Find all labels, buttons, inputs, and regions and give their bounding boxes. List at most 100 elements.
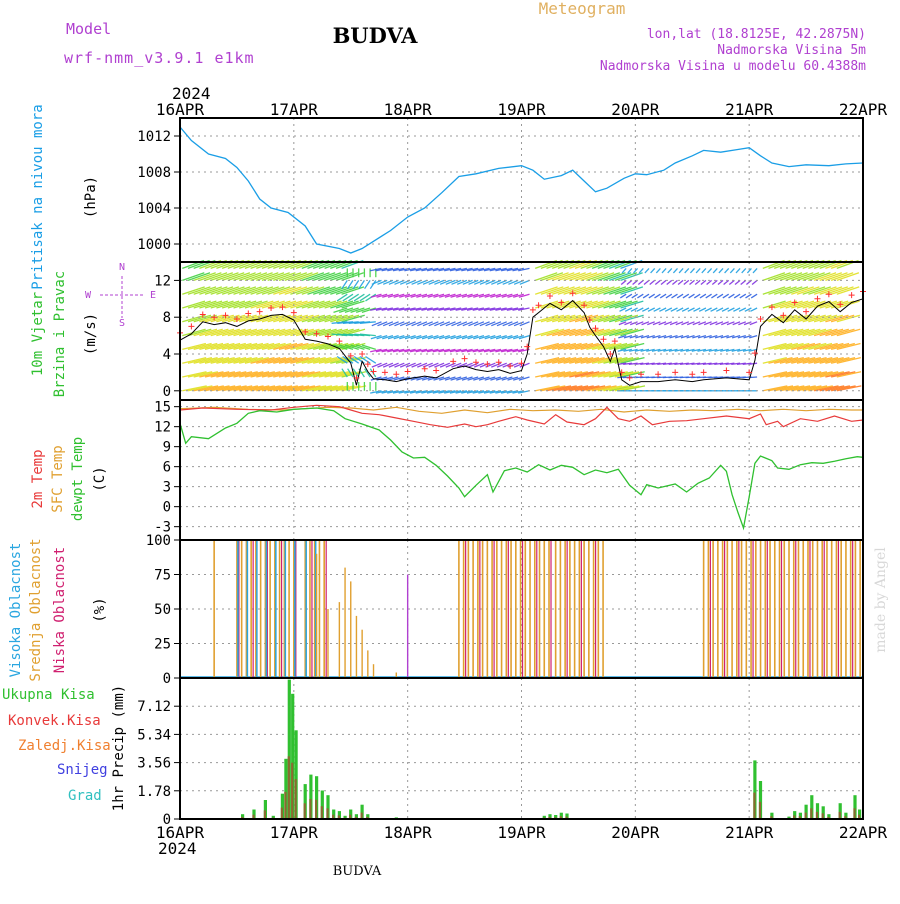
total-precip-bar — [354, 814, 358, 819]
wind-barb — [563, 314, 587, 323]
wind-barb — [779, 328, 804, 337]
wind-barb — [791, 286, 814, 295]
total-precip-bar — [548, 814, 552, 819]
wind-barb — [496, 362, 507, 368]
top-tick-20APR: 20APR — [611, 100, 660, 119]
wind-barb — [344, 344, 359, 351]
wind-barb — [722, 293, 730, 299]
wind-barb — [651, 348, 661, 352]
wind-barb — [680, 348, 689, 352]
wind-barb — [591, 356, 617, 364]
wind-barb — [501, 334, 513, 340]
wind-barb — [405, 362, 416, 368]
wind-barb — [318, 371, 344, 378]
wind-barb — [617, 362, 627, 366]
wind-barb — [399, 362, 411, 368]
wind-barb — [802, 300, 826, 309]
wind-barb — [193, 342, 218, 351]
wind-barb — [399, 334, 411, 340]
wind-barb — [620, 279, 627, 286]
wind-barb — [318, 385, 344, 392]
wind-barb — [813, 356, 839, 364]
wind-barb — [655, 267, 661, 274]
wind-barb — [813, 314, 838, 323]
wind-barb — [574, 342, 599, 351]
wind-barb — [748, 362, 758, 366]
wind-barb — [830, 272, 854, 282]
compass-south: S — [119, 318, 125, 329]
wind-barb — [551, 272, 575, 282]
wind-barb — [681, 307, 690, 312]
wind-label-2: Brzina i Pravac — [52, 271, 68, 397]
wind-barb — [438, 348, 450, 353]
wind-barb — [720, 348, 729, 352]
wind-barb — [261, 328, 286, 337]
wind-barb — [519, 321, 530, 327]
wind-barb — [353, 293, 365, 302]
wind-barb — [552, 371, 577, 378]
mid-cloud-label: Srednja Oblacnost — [28, 538, 44, 681]
wind-barb — [421, 334, 433, 340]
wind-barb — [187, 272, 211, 282]
wind-barb — [711, 293, 718, 299]
wind-barb — [586, 342, 611, 351]
wind-barb — [744, 307, 752, 312]
wind-barb — [261, 300, 285, 309]
wind-barb — [580, 385, 606, 392]
wind-barb — [267, 356, 292, 364]
wind-barb — [227, 356, 252, 364]
wind-barb — [388, 321, 399, 327]
wind-barb — [508, 321, 519, 327]
wind-barb — [813, 272, 837, 282]
model-name: wrf-nmm_v3.9.1 e1km — [64, 49, 255, 67]
wind-barb — [721, 307, 729, 312]
wind-barb — [301, 272, 325, 282]
precip-tick-label: 0 — [163, 812, 171, 828]
wind-barb — [774, 385, 799, 392]
wind-barb — [688, 293, 695, 299]
wind-barb — [439, 293, 450, 298]
wind-barb — [731, 334, 741, 339]
wind-barb — [261, 342, 286, 351]
wind-barb — [466, 307, 479, 311]
wind-barb — [540, 314, 565, 323]
wind-barb — [675, 334, 684, 339]
temp2m-label: 2m Temp — [30, 449, 46, 508]
wind-barb — [546, 342, 571, 351]
wind-barb — [495, 293, 507, 298]
wind-barb — [461, 348, 473, 353]
wind-barb — [278, 356, 304, 364]
wind-barb — [586, 286, 610, 295]
wind-barb — [409, 390, 422, 394]
wind-barb — [620, 272, 643, 282]
compass-west: W — [85, 290, 92, 301]
wind-barb — [697, 334, 707, 339]
temperature-tick-label: 6 — [163, 460, 171, 476]
wind-barb — [506, 348, 519, 353]
wind-barb — [557, 328, 582, 337]
wind-barb — [359, 333, 376, 337]
wind-barb — [376, 334, 388, 340]
wind-barb — [490, 376, 502, 381]
wind-barb — [580, 286, 604, 295]
wind-barb — [483, 348, 496, 353]
wind-barb — [313, 342, 337, 351]
wind-barb — [540, 328, 565, 337]
wind-barb — [489, 267, 502, 272]
wind-barb — [467, 376, 479, 381]
wind-barb — [371, 321, 382, 327]
wind-barb — [404, 348, 416, 353]
wind-barb — [411, 279, 422, 285]
wind-barb — [825, 385, 851, 392]
wind-barb — [341, 385, 367, 392]
total-precip-bar — [366, 814, 370, 819]
wind-barb — [415, 390, 428, 394]
wind-barb — [752, 267, 758, 274]
wind-barb — [614, 272, 638, 282]
wind-barb — [301, 314, 326, 323]
top-tick-21APR: 21APR — [725, 100, 774, 119]
wind-barb — [836, 371, 862, 378]
wind-barb — [646, 348, 655, 352]
conv-precip-bar — [326, 808, 329, 819]
temperature-tick-label: 9 — [163, 440, 171, 456]
